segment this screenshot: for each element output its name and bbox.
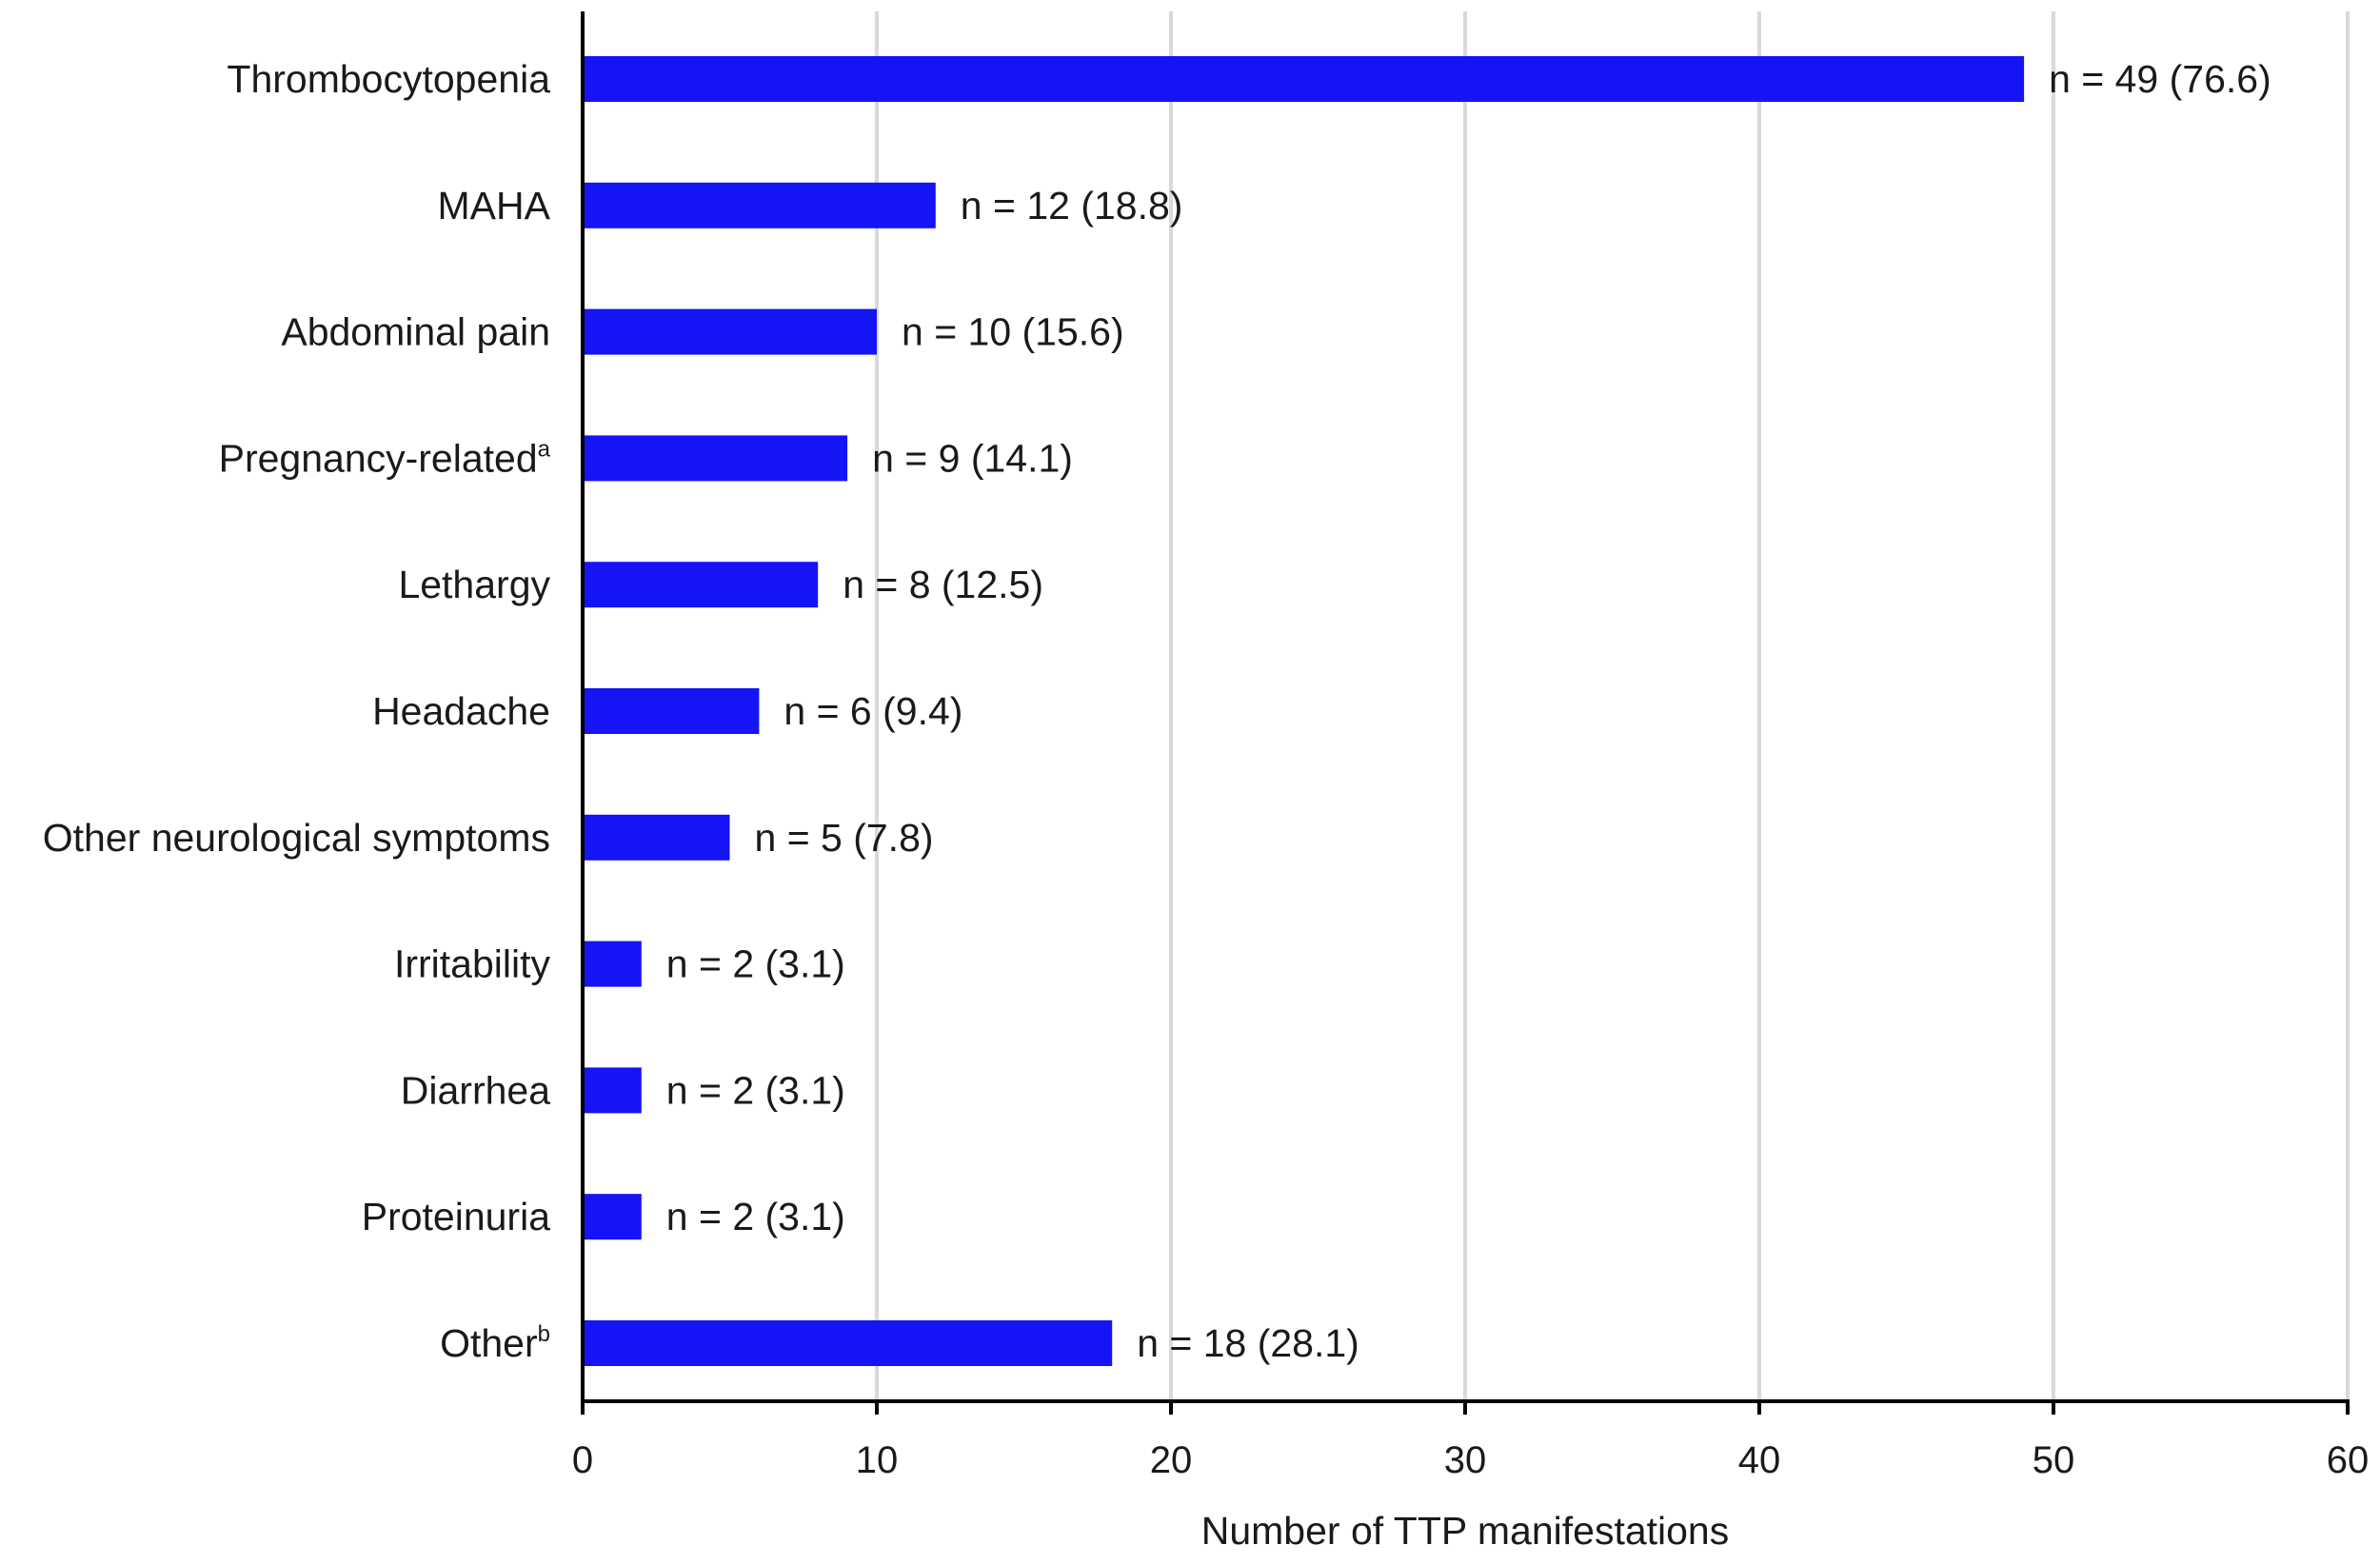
x-tick-labels: 0 10 20 30 40 50 60 [572, 1401, 2369, 1481]
bar-0 [583, 56, 2025, 102]
data-label-0: n = 49 (76.6) [2049, 57, 2271, 101]
category-label-7: Irritability [394, 942, 551, 986]
data-label-5: n = 6 (9.4) [783, 689, 962, 733]
category-label-0: Thrombocytopenia [227, 57, 550, 101]
category-label-1: MAHA [438, 184, 551, 228]
data-labels: n = 49 (76.6) n = 12 (18.8) n = 10 (15.6) n… [666, 57, 2271, 1365]
x-tick-label-0: 0 [572, 1439, 593, 1481]
x-tick-label-50: 50 [2033, 1439, 2075, 1481]
bar-3 [583, 435, 848, 482]
data-label-8: n = 2 (3.1) [666, 1068, 845, 1112]
data-label-6: n = 5 (7.8) [755, 816, 934, 860]
category-label-3: Pregnancy-relateda [219, 436, 551, 480]
data-label-7: n = 2 (3.1) [666, 942, 845, 986]
bar-9 [583, 1194, 642, 1240]
category-label-6: Other neurological symptoms [43, 816, 550, 860]
data-label-3: n = 9 (14.1) [872, 436, 1073, 480]
bar-10 [583, 1320, 1113, 1366]
bar-1 [583, 182, 936, 228]
data-label-4: n = 8 (12.5) [843, 563, 1043, 606]
bar-5 [583, 688, 760, 734]
category-label-8: Diarrhea [401, 1068, 550, 1112]
data-label-9: n = 2 (3.1) [666, 1195, 845, 1238]
bar-6 [583, 814, 730, 861]
bar-7 [583, 941, 642, 987]
data-label-10: n = 18 (28.1) [1137, 1321, 1359, 1365]
category-label-2: Abdominal pain [281, 310, 550, 354]
category-label-4: Lethargy [398, 563, 550, 606]
x-axis-title: Number of TTP manifestations [1201, 1509, 1730, 1553]
x-tick-label-40: 40 [1738, 1439, 1781, 1481]
bar-8 [583, 1067, 642, 1114]
bar-4 [583, 562, 819, 608]
bar-2 [583, 308, 877, 355]
x-tick-label-20: 20 [1150, 1439, 1193, 1481]
data-label-2: n = 10 (15.6) [902, 310, 1124, 354]
category-label-5: Headache [372, 689, 550, 733]
x-tick-label-60: 60 [2327, 1439, 2370, 1481]
data-label-1: n = 12 (18.8) [961, 184, 1183, 228]
x-tick-label-30: 30 [1444, 1439, 1487, 1481]
bars [583, 56, 2025, 1366]
category-labels: Thrombocytopenia MAHA Abdominal pain Pregna… [43, 57, 551, 1365]
category-label-9: Proteinuria [362, 1195, 550, 1238]
gridlines [875, 11, 2350, 1401]
x-tick-label-10: 10 [856, 1439, 899, 1481]
category-label-10: Otherb [440, 1321, 550, 1365]
